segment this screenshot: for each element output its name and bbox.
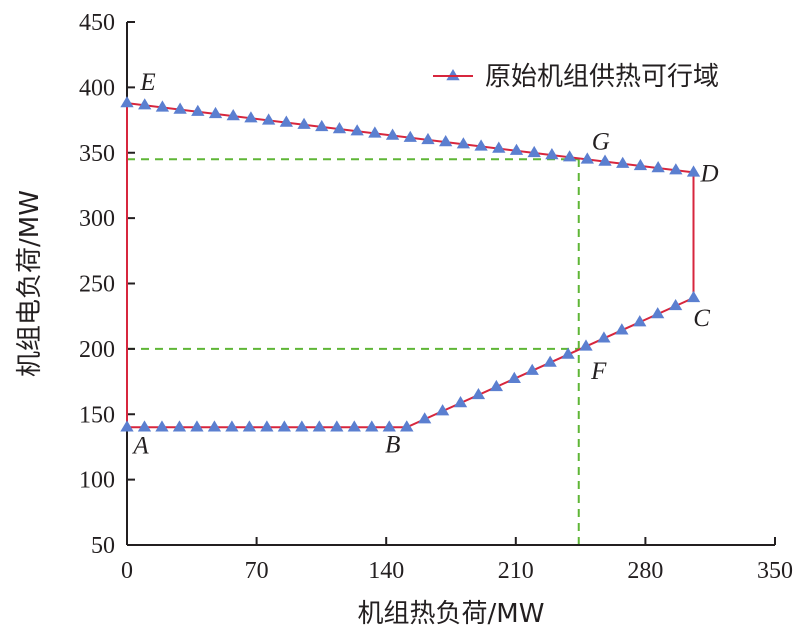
y-axis-title: 机组电负荷/MW	[15, 190, 45, 377]
series-marker	[368, 126, 382, 138]
y-tick-label: 350	[79, 141, 115, 167]
series-marker	[277, 420, 292, 432]
y-tick-label: 250	[79, 272, 115, 298]
legend: 原始机组供热可行域	[433, 62, 719, 92]
y-tick-label: 50	[91, 533, 115, 559]
series-marker	[489, 379, 504, 392]
series-marker	[579, 339, 593, 351]
y-tick-label: 200	[79, 337, 115, 363]
series-marker	[315, 119, 329, 132]
y-tick-label: 100	[79, 468, 115, 494]
point-label-f: F	[590, 358, 607, 385]
point-label-b: B	[385, 431, 400, 458]
series-marker	[155, 420, 169, 432]
series-marker	[332, 122, 347, 134]
series-marker	[297, 117, 311, 129]
series-marker	[527, 145, 541, 158]
series-marker	[365, 420, 379, 432]
series-marker	[138, 98, 152, 110]
series-marker	[137, 420, 152, 432]
series-marker	[668, 298, 683, 311]
series-marker	[686, 165, 701, 177]
x-tick-label: 350	[757, 558, 793, 584]
series-marker	[456, 137, 471, 149]
series-marker	[633, 158, 648, 171]
series-marker	[225, 420, 239, 432]
x-tick-label: 280	[627, 558, 663, 584]
series-marker	[330, 420, 344, 432]
series-marker	[651, 307, 665, 319]
x-tick-label: 0	[121, 558, 133, 584]
y-tick-label: 450	[79, 10, 115, 36]
series	[120, 69, 701, 432]
series-marker	[155, 100, 170, 112]
series-marker	[261, 113, 276, 125]
series-marker	[507, 371, 521, 383]
point-label-e: E	[139, 69, 155, 96]
series-marker	[562, 150, 577, 162]
series-marker	[207, 420, 222, 432]
legend-marker	[446, 69, 460, 81]
series-marker	[120, 420, 134, 432]
series-marker	[686, 290, 701, 303]
series-marker	[190, 420, 204, 432]
series-marker	[561, 347, 575, 359]
point-label-c: C	[693, 305, 710, 332]
x-axis-title: 机组热负荷/MW	[358, 599, 545, 629]
series-marker	[172, 420, 187, 432]
series-marker	[598, 154, 612, 166]
x-tick-label: 70	[245, 558, 269, 584]
y-tick-label: 300	[79, 206, 115, 232]
series-marker	[421, 132, 435, 145]
series-marker	[597, 331, 611, 343]
series-marker	[525, 363, 539, 375]
series-marker	[509, 143, 524, 155]
x-tick-label: 140	[368, 558, 404, 584]
series-marker	[615, 323, 629, 335]
point-labels: A B C D E F G	[131, 69, 718, 459]
series-marker	[191, 104, 205, 116]
axes: 0 70 140 210 280 350 50 100 150 200 250 300 350 400 45…	[15, 10, 793, 629]
legend-label: 原始机组供热可行域	[485, 62, 719, 92]
series-marker	[669, 163, 683, 175]
series-marker	[418, 412, 432, 424]
series-marker	[453, 396, 468, 408]
series-marker	[471, 387, 486, 400]
series-marker	[350, 124, 364, 136]
point-label-d: D	[700, 160, 719, 187]
series-marker	[435, 404, 450, 416]
series-marker	[545, 148, 559, 160]
y-tick-label: 400	[79, 75, 115, 101]
series-marker	[242, 420, 257, 432]
series-marker	[633, 315, 647, 327]
series-marker	[260, 420, 274, 432]
reference-lines	[127, 158, 580, 545]
series-marker	[439, 135, 453, 147]
series-marker	[492, 141, 506, 153]
series-marker	[474, 139, 488, 151]
series-marker	[543, 355, 557, 367]
series-marker	[347, 420, 361, 432]
series-marker	[403, 130, 417, 142]
series-marker	[580, 152, 594, 164]
series-marker	[651, 161, 665, 173]
series-marker	[312, 420, 326, 432]
x-tick-label: 210	[498, 558, 534, 584]
series-marker	[208, 106, 223, 119]
series-marker	[120, 96, 134, 108]
series-marker	[382, 420, 396, 432]
series-line	[126, 101, 695, 429]
y-tick-label: 150	[79, 402, 115, 428]
series-marker	[616, 156, 630, 168]
series-marker	[279, 115, 293, 127]
series-marker	[173, 102, 187, 114]
series-marker	[226, 109, 240, 121]
series-marker	[400, 420, 414, 432]
series-marker	[385, 128, 400, 140]
point-label-a: A	[131, 432, 149, 459]
series-marker	[244, 111, 258, 123]
series-marker	[295, 420, 309, 432]
point-label-g: G	[592, 128, 610, 155]
